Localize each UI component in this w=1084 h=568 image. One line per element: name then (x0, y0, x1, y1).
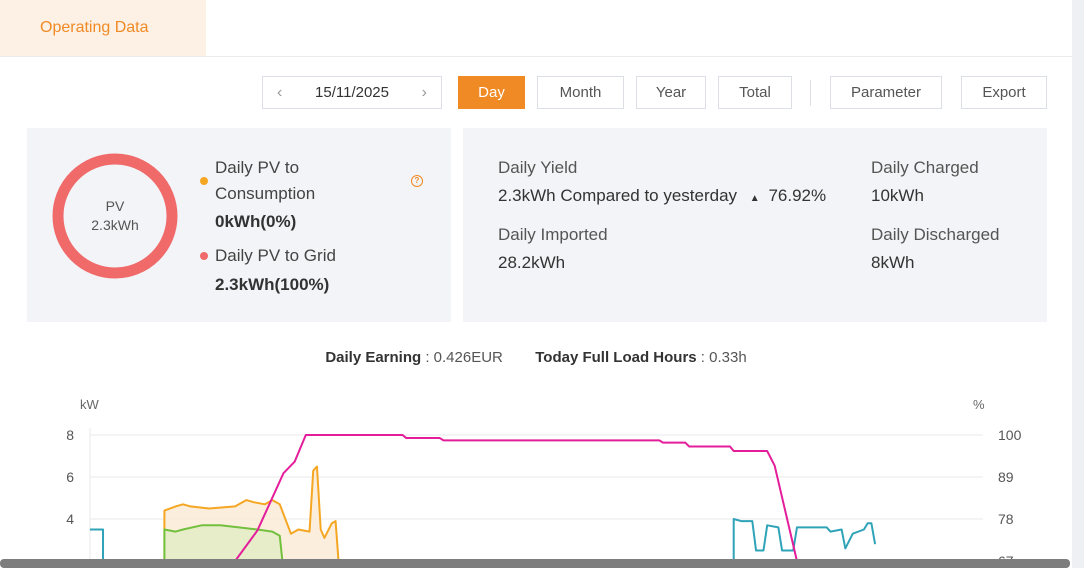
daily-charged-value: 10kWh (871, 186, 924, 205)
day-button[interactable]: Day (458, 76, 525, 109)
date-picker[interactable]: ‹ 15/11/2025 › (262, 76, 442, 109)
earning-label: Daily Earning (325, 349, 422, 366)
series-line-3 (234, 434, 798, 562)
earning-value: : 0.426EUR (421, 349, 503, 366)
date-value[interactable]: 15/11/2025 (315, 84, 389, 101)
tab-bar: Operating Data (0, 0, 1072, 57)
pv-ring-chart (52, 153, 178, 279)
daily-discharged-value: 8kWh (871, 253, 915, 272)
trend-up-icon: ▲ (749, 193, 760, 204)
daily-stats-card (463, 128, 1047, 322)
toolbar-divider (810, 80, 811, 106)
grid-legend-dot (200, 252, 208, 260)
daily-summary: Daily Earning : 0.426EUR Today Full Load… (0, 349, 1072, 366)
daily-yield-label: Daily Yield (498, 158, 578, 177)
full-load-hours-value: : 0.33h (696, 349, 747, 366)
power-chart: kW % 8 6 4 100 89 78 67 (66, 397, 1022, 563)
right-tick-label: 67 (998, 553, 1014, 563)
series-area (164, 525, 283, 563)
parameter-button[interactable]: Parameter (830, 76, 942, 109)
consumption-label-line2: Consumption (215, 184, 316, 203)
consumption-value: 0kWh(0%) (215, 212, 297, 231)
left-tick-label: 4 (66, 511, 74, 527)
tab-operating-data[interactable]: Operating Data (0, 0, 206, 56)
daily-imported-value: 28.2kWh (498, 253, 566, 272)
horizontal-scrollbar[interactable] (0, 559, 1070, 568)
next-date-icon[interactable]: › (421, 83, 427, 101)
daily-discharged-label: Daily Discharged (871, 225, 1000, 244)
ring-value: 2.3kWh (91, 217, 139, 233)
right-axis-ticks: 100 89 78 67 (998, 427, 1022, 563)
left-axis-ticks: 8 6 4 (66, 427, 74, 527)
right-tick-label: 78 (998, 511, 1014, 527)
right-tick-label: 100 (998, 427, 1022, 443)
trend-value: 76.92% (768, 186, 827, 205)
series-line-2 (163, 524, 284, 563)
full-load-hours-label: Today Full Load Hours (535, 349, 697, 366)
series-line-0 (90, 518, 877, 563)
export-button[interactable]: Export (961, 76, 1047, 109)
consumption-legend-dot (200, 177, 208, 185)
chart-series (90, 434, 877, 563)
grid-label: Daily PV to Grid (215, 246, 336, 265)
series-line-1 (163, 465, 340, 563)
total-button[interactable]: Total (718, 76, 792, 109)
consumption-label: Daily PV to Consumption (215, 155, 315, 207)
yield-text: 2.3kWh Compared to yesterday (498, 186, 738, 205)
grid-value: 2.3kWh(100%) (215, 275, 330, 294)
prev-date-icon[interactable]: ‹ (277, 83, 283, 101)
ring-title: PV (105, 198, 125, 214)
right-tick-label: 89 (998, 469, 1014, 485)
pv-ring-label: PV 2.3kWh (52, 153, 178, 279)
left-axis-unit: kW (80, 397, 100, 412)
left-tick-label: 6 (66, 469, 74, 485)
month-button[interactable]: Month (537, 76, 624, 109)
consumption-label-line1: Daily PV to (215, 158, 300, 177)
year-button[interactable]: Year (636, 76, 706, 109)
question-circle-icon[interactable]: ? (411, 175, 423, 187)
daily-imported-label: Daily Imported (498, 225, 608, 244)
daily-charged-label: Daily Charged (871, 158, 979, 177)
daily-yield-value: 2.3kWh Compared to yesterday ▲ 76.92% (498, 186, 826, 206)
right-axis-unit: % (973, 397, 985, 412)
left-tick-label: 8 (66, 427, 74, 443)
